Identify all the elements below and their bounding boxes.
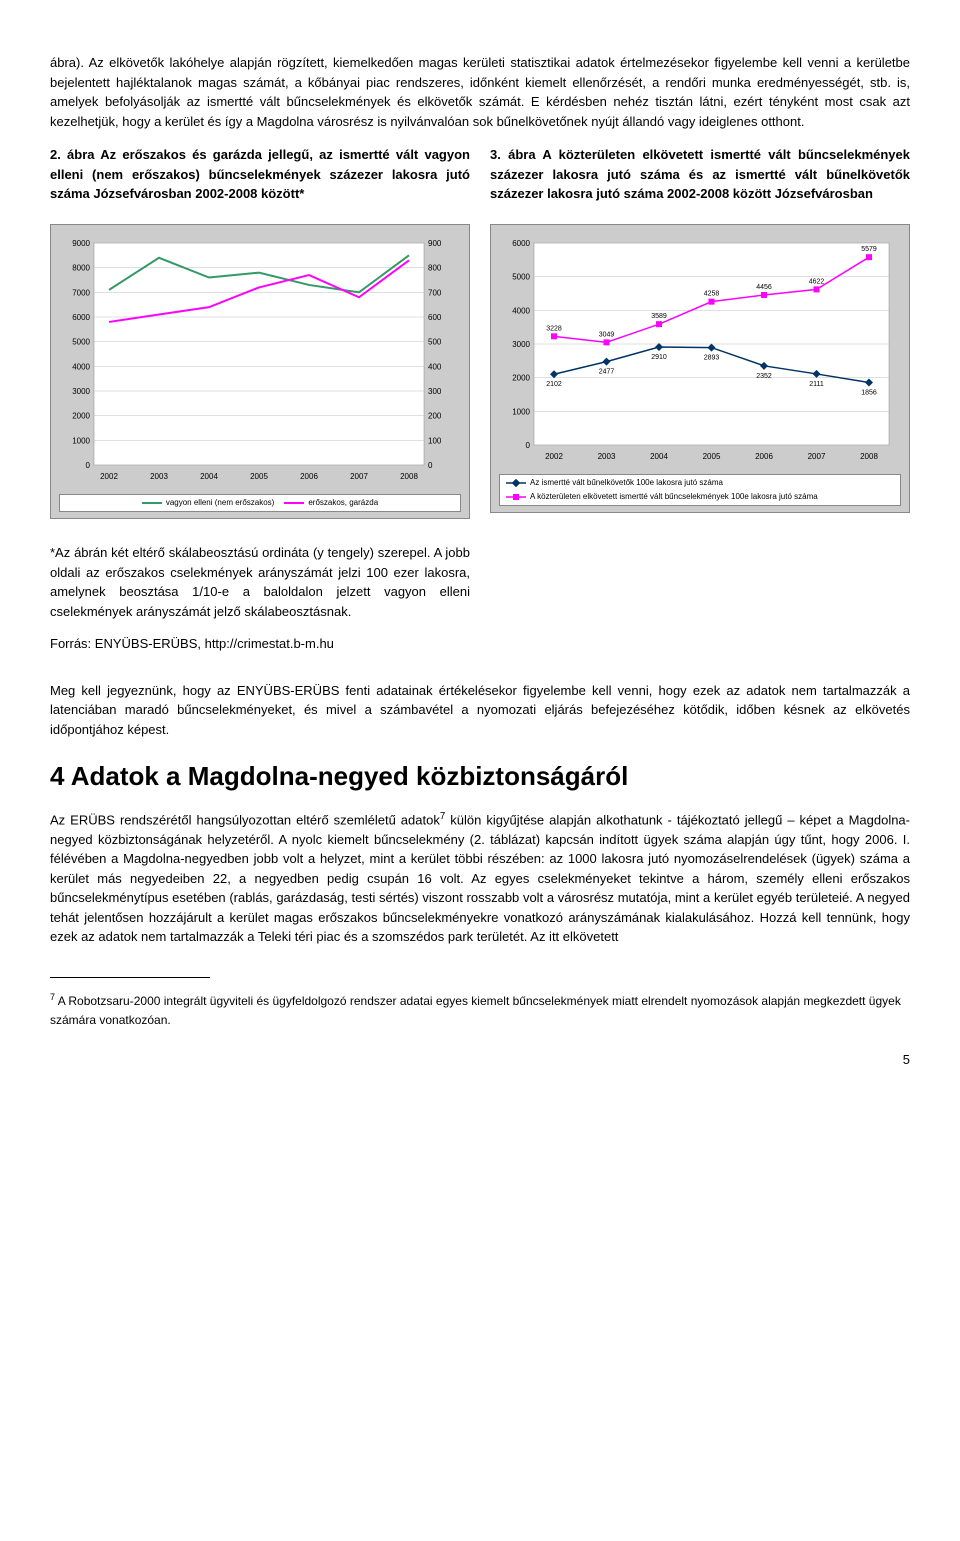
svg-text:0: 0 [86, 461, 91, 470]
para-after-charts: Meg kell jegyeznünk, hogy az ENYÜBS-ERÜB… [50, 681, 910, 740]
svg-text:2111: 2111 [809, 380, 824, 387]
legend-left-1: vagyon elleni (nem erőszakos) [166, 497, 275, 509]
svg-text:2008: 2008 [400, 472, 418, 481]
svg-text:2005: 2005 [703, 452, 721, 461]
captions-row: 2. ábra Az erőszakos és garázda jellegű,… [50, 145, 910, 214]
para3-b: külön kigyűjtése alapján alkothatunk - t… [50, 812, 910, 944]
legend-right-2: A közterületen elkövetett ismertté vált … [530, 491, 818, 503]
svg-text:3000: 3000 [512, 340, 530, 349]
svg-text:4456: 4456 [756, 283, 772, 290]
svg-text:0: 0 [428, 461, 433, 470]
svg-text:2000: 2000 [512, 373, 530, 382]
intro-paragraph: ábra). Az elkövetők lakóhelye alapján rö… [50, 53, 910, 131]
page-number: 5 [50, 1050, 910, 1070]
para3-a: Az ERÜBS rendszérétől hangsúlyozottan el… [50, 812, 440, 827]
svg-text:6000: 6000 [512, 239, 530, 248]
svg-text:0: 0 [526, 441, 531, 450]
svg-text:2000: 2000 [72, 411, 90, 420]
svg-text:2007: 2007 [350, 472, 368, 481]
svg-text:2102: 2102 [546, 381, 562, 388]
svg-text:4258: 4258 [704, 290, 720, 297]
svg-text:100: 100 [428, 436, 442, 445]
svg-text:4622: 4622 [809, 278, 825, 285]
svg-text:900: 900 [428, 239, 442, 248]
svg-text:2002: 2002 [100, 472, 118, 481]
svg-text:3228: 3228 [546, 325, 562, 332]
footnote-body: A Robotzsaru-2000 integrált ügyviteli és… [50, 994, 901, 1027]
chart-right-legend: Az ismertté vált bűnelkövetők 100e lakos… [499, 474, 901, 506]
svg-text:5000: 5000 [512, 272, 530, 281]
svg-text:5000: 5000 [72, 337, 90, 346]
svg-text:500: 500 [428, 337, 442, 346]
svg-text:9000: 9000 [72, 239, 90, 248]
svg-text:1856: 1856 [861, 389, 877, 396]
caption-left: 2. ábra Az erőszakos és garázda jellegű,… [50, 145, 470, 204]
legend-right-1: Az ismertté vált bűnelkövetők 100e lakos… [530, 477, 723, 489]
svg-text:1000: 1000 [72, 436, 90, 445]
svg-text:2352: 2352 [756, 372, 772, 379]
svg-text:2910: 2910 [651, 354, 667, 361]
svg-text:3589: 3589 [651, 313, 667, 320]
chart-right: 0 1000 2000 3000 4000 5000 6000 2002 2003 2004 200… [490, 224, 910, 514]
svg-text:2006: 2006 [300, 472, 318, 481]
svg-text:200: 200 [428, 411, 442, 420]
svg-text:3049: 3049 [599, 331, 615, 338]
chart-note: *Az ábrán két eltérő skálabeosztású ordi… [50, 543, 470, 621]
svg-text:2004: 2004 [200, 472, 218, 481]
svg-text:2893: 2893 [704, 354, 720, 361]
chart-left: 0 0 1000 100 2000 200 3000 300 4000 400 5000 500 600… [50, 224, 470, 520]
svg-text:2004: 2004 [650, 452, 668, 461]
svg-text:1000: 1000 [512, 407, 530, 416]
svg-text:4000: 4000 [72, 362, 90, 371]
svg-text:2007: 2007 [808, 452, 826, 461]
svg-text:400: 400 [428, 362, 442, 371]
svg-text:2005: 2005 [250, 472, 268, 481]
svg-text:4000: 4000 [512, 306, 530, 315]
footnote-separator [50, 977, 210, 978]
svg-text:2477: 2477 [599, 368, 615, 375]
section-heading: 4 Adatok a Magdolna-negyed közbiztonságá… [50, 757, 910, 796]
svg-text:6000: 6000 [72, 313, 90, 322]
svg-text:2006: 2006 [755, 452, 773, 461]
svg-text:2003: 2003 [598, 452, 616, 461]
section-paragraph: Az ERÜBS rendszérétől hangsúlyozottan el… [50, 810, 910, 947]
svg-text:600: 600 [428, 313, 442, 322]
footnote-text: 7 A Robotzsaru-2000 integrált ügyviteli … [50, 990, 910, 1030]
svg-text:8000: 8000 [72, 263, 90, 272]
legend-left-2: erőszakos, garázda [308, 497, 378, 509]
svg-text:5579: 5579 [861, 246, 877, 253]
svg-text:2008: 2008 [860, 452, 878, 461]
source-line: Forrás: ENYÜBS-ERÜBS, http://crimestat.b… [50, 634, 470, 654]
svg-text:2002: 2002 [545, 452, 563, 461]
svg-text:700: 700 [428, 288, 442, 297]
svg-text:7000: 7000 [72, 288, 90, 297]
svg-text:800: 800 [428, 263, 442, 272]
caption-right: 3. ábra A közterületen elkövetett ismert… [490, 145, 910, 204]
svg-text:2003: 2003 [150, 472, 168, 481]
charts-row: 0 0 1000 100 2000 200 3000 300 4000 400 5000 500 600… [50, 224, 910, 520]
chart-left-legend: vagyon elleni (nem erőszakos) erőszakos,… [59, 494, 461, 512]
svg-text:3000: 3000 [72, 387, 90, 396]
svg-text:300: 300 [428, 387, 442, 396]
